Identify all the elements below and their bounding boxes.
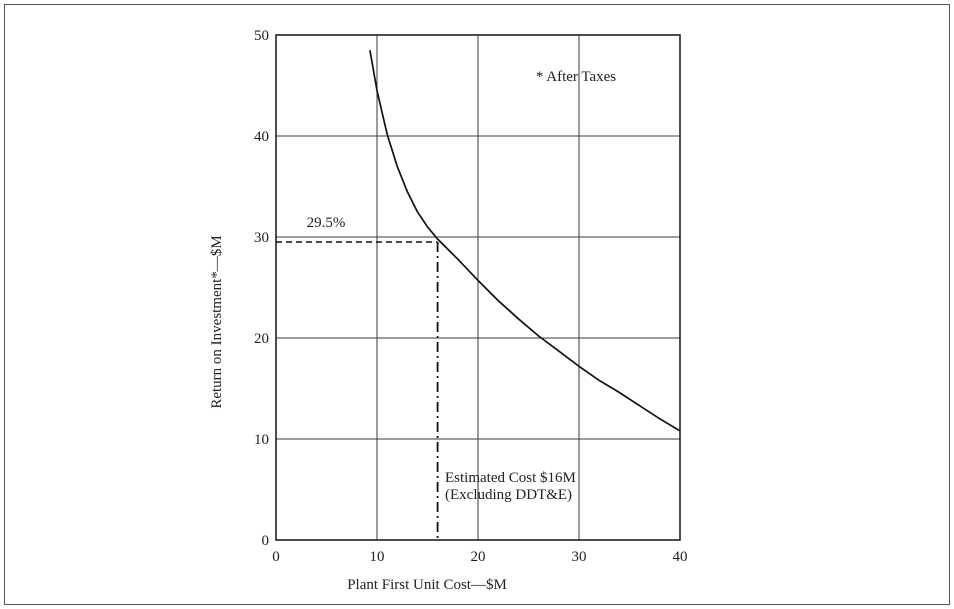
x-tick-label: 10 <box>370 549 385 565</box>
y-tick-label: 20 <box>254 331 269 347</box>
x-tick-label: 0 <box>272 549 280 565</box>
x-tick-label: 30 <box>572 549 587 565</box>
x-tick-label: 20 <box>471 549 486 565</box>
y-tick-labels: 0 10 20 30 40 50 <box>254 28 269 549</box>
figure-border <box>4 4 950 605</box>
grid-lines <box>276 35 680 540</box>
y-tick-label: 30 <box>254 230 269 246</box>
after-taxes-note: * After Taxes <box>536 69 616 85</box>
y-tick-label: 40 <box>254 129 269 145</box>
reference-lines <box>276 241 439 540</box>
x-axis-label: Plant First Unit Cost—$M <box>347 577 507 593</box>
y-tick-label: 50 <box>254 28 269 44</box>
y-axis-label: Return on Investment*—$M <box>209 235 225 408</box>
y-tick-label: 10 <box>254 432 269 448</box>
roi-curve <box>369 50 681 432</box>
excluding-ddte-label: (Excluding DDT&E) <box>445 487 572 503</box>
plot-frame <box>275 34 681 541</box>
reference-y-label: 29.5% <box>307 215 346 231</box>
y-tick-label: 0 <box>262 533 270 549</box>
x-tick-labels: 0 10 20 30 40 <box>272 549 687 565</box>
x-tick-label: 40 <box>673 549 688 565</box>
estimated-cost-label: Estimated Cost $16M <box>445 470 576 486</box>
